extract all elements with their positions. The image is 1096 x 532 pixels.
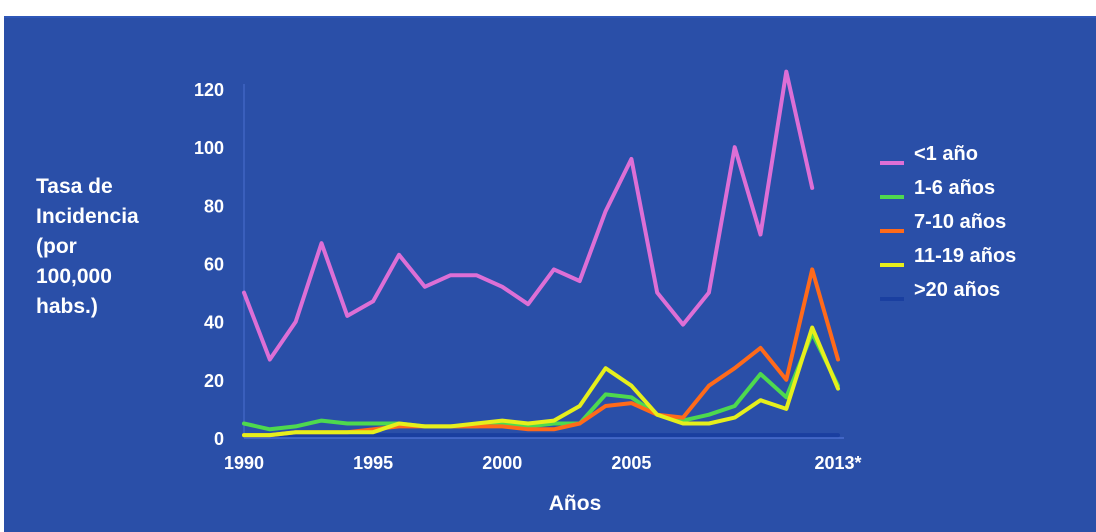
series-line-1 xyxy=(242,331,840,432)
y-tick-label: 60 xyxy=(204,255,224,275)
legend-item: >20 años xyxy=(880,273,1016,307)
y-axis-title: Tasa de Incidencia (por 100,000 habs.) xyxy=(36,172,139,322)
x-axis-title: Años xyxy=(549,492,602,515)
y-tick-label: 40 xyxy=(204,313,224,333)
top-strip xyxy=(0,0,1096,16)
legend-label: >20 años xyxy=(914,279,1001,301)
x-tick-labels: 1990 1995 2000 2005 2013* xyxy=(224,453,862,473)
legend-item: <1 año xyxy=(880,137,1016,171)
legend-label: 11-19 años xyxy=(914,245,1017,267)
y-axis-title-line: habs.) xyxy=(36,295,98,318)
y-axis-title-line: Incidencia xyxy=(36,205,139,228)
legend-swatch xyxy=(880,229,904,233)
series-line-3 xyxy=(242,325,840,438)
legend-label: <1 año xyxy=(914,143,978,165)
y-tick-label: 20 xyxy=(204,371,224,391)
legend-swatch xyxy=(880,161,904,165)
legend-swatch xyxy=(880,263,904,267)
x-tick-label: 2000 xyxy=(482,453,522,473)
series-lines xyxy=(242,69,840,438)
x-tick-label: 2013* xyxy=(814,453,861,473)
legend: <1 año 1-6 años 7-10 años 11-19 años >20… xyxy=(880,137,1016,307)
legend-item: 7-10 años xyxy=(880,205,1016,239)
series-line-0 xyxy=(242,69,815,362)
legend-label: 7-10 años xyxy=(914,211,1007,233)
y-axis-title-line: (por xyxy=(36,235,77,258)
y-axis-title-line: 100,000 xyxy=(36,265,112,288)
legend-swatch xyxy=(880,297,904,301)
y-tick-label: 120 xyxy=(194,80,224,100)
legend-label: 1-6 años xyxy=(914,177,996,199)
x-tick-label: 1990 xyxy=(224,453,264,473)
x-tick-label: 1995 xyxy=(353,453,393,473)
legend-swatch xyxy=(880,195,904,199)
y-axis-title-line: Tasa de xyxy=(36,175,113,198)
y-tick-label: 0 xyxy=(214,429,224,449)
y-tick-label: 100 xyxy=(194,138,224,158)
chart-axes xyxy=(243,84,844,439)
x-tick-label: 2005 xyxy=(611,453,651,473)
legend-item: 11-19 años xyxy=(880,239,1016,273)
y-tick-labels: 0 20 40 60 80 100 120 xyxy=(194,80,224,449)
y-tick-label: 80 xyxy=(204,196,224,216)
legend-item: 1-6 años xyxy=(880,171,1016,205)
